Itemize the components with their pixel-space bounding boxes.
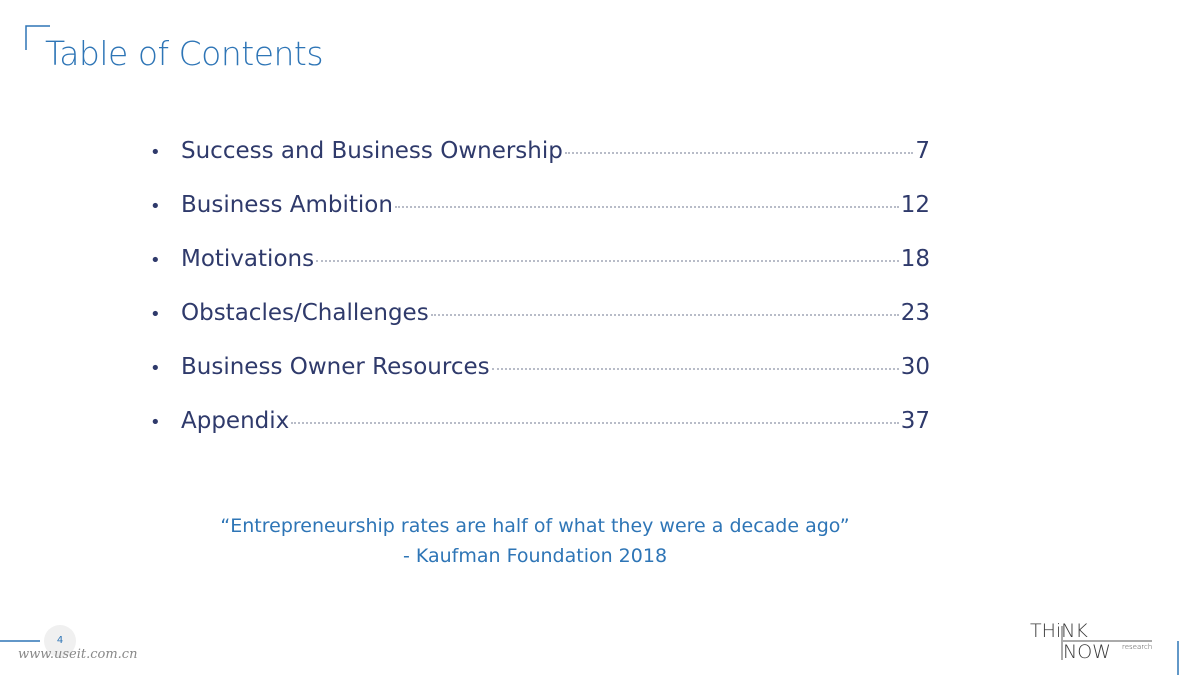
slide-title: Table of Contents [45, 34, 324, 73]
bullet: • [150, 358, 161, 379]
toc-label: Success and Business Ownership [181, 138, 563, 164]
toc-label: Appendix [181, 408, 290, 434]
corner-bracket [25, 25, 50, 50]
leader [291, 422, 899, 424]
toc-label: Motivations [181, 246, 315, 272]
toc-list: • Success and Business Ownership 7 • Busines… [150, 138, 930, 462]
toc-label: Business Ambition [181, 192, 393, 218]
toc-label: Business Owner Resources [181, 354, 490, 380]
toc-item: • Success and Business Ownership 7 [150, 138, 930, 192]
toc-item: • Appendix 37 [150, 408, 930, 462]
toc-page: 12 [900, 192, 930, 218]
toc-item: • Obstacles/Challenges 23 [150, 300, 930, 354]
quote-source: - Kaufman Foundation 2018 [402, 545, 668, 567]
quote-text: “Entrepreneurship rates are half of what… [220, 515, 850, 537]
logo-top: THiNK [1030, 620, 1088, 642]
toc-label: Obstacles/Challenges [181, 300, 429, 326]
bullet: • [150, 250, 161, 271]
toc-page: 23 [900, 300, 930, 326]
toc-page: 18 [900, 246, 930, 272]
toc-page: 37 [900, 408, 930, 434]
bullet: • [150, 142, 161, 163]
leader [491, 368, 899, 370]
watermark: www.useit.com.cn [18, 647, 138, 662]
leader [316, 260, 899, 262]
leader [394, 206, 899, 208]
logo-bottom: NOW [1063, 641, 1111, 663]
bullet: • [150, 304, 161, 325]
bullet: • [150, 412, 161, 433]
page-number: 4 [44, 625, 76, 657]
toc-page: 30 [900, 354, 930, 380]
toc-page: 7 [915, 138, 930, 164]
toc-item: • Business Ambition 12 [150, 192, 930, 246]
bullet: • [150, 196, 161, 217]
leader [564, 152, 914, 154]
leader [430, 314, 899, 316]
toc-item: • Business Owner Resources 30 [150, 354, 930, 408]
toc-item: • Motivations 18 [150, 246, 930, 300]
logo-small: research [1122, 643, 1153, 651]
